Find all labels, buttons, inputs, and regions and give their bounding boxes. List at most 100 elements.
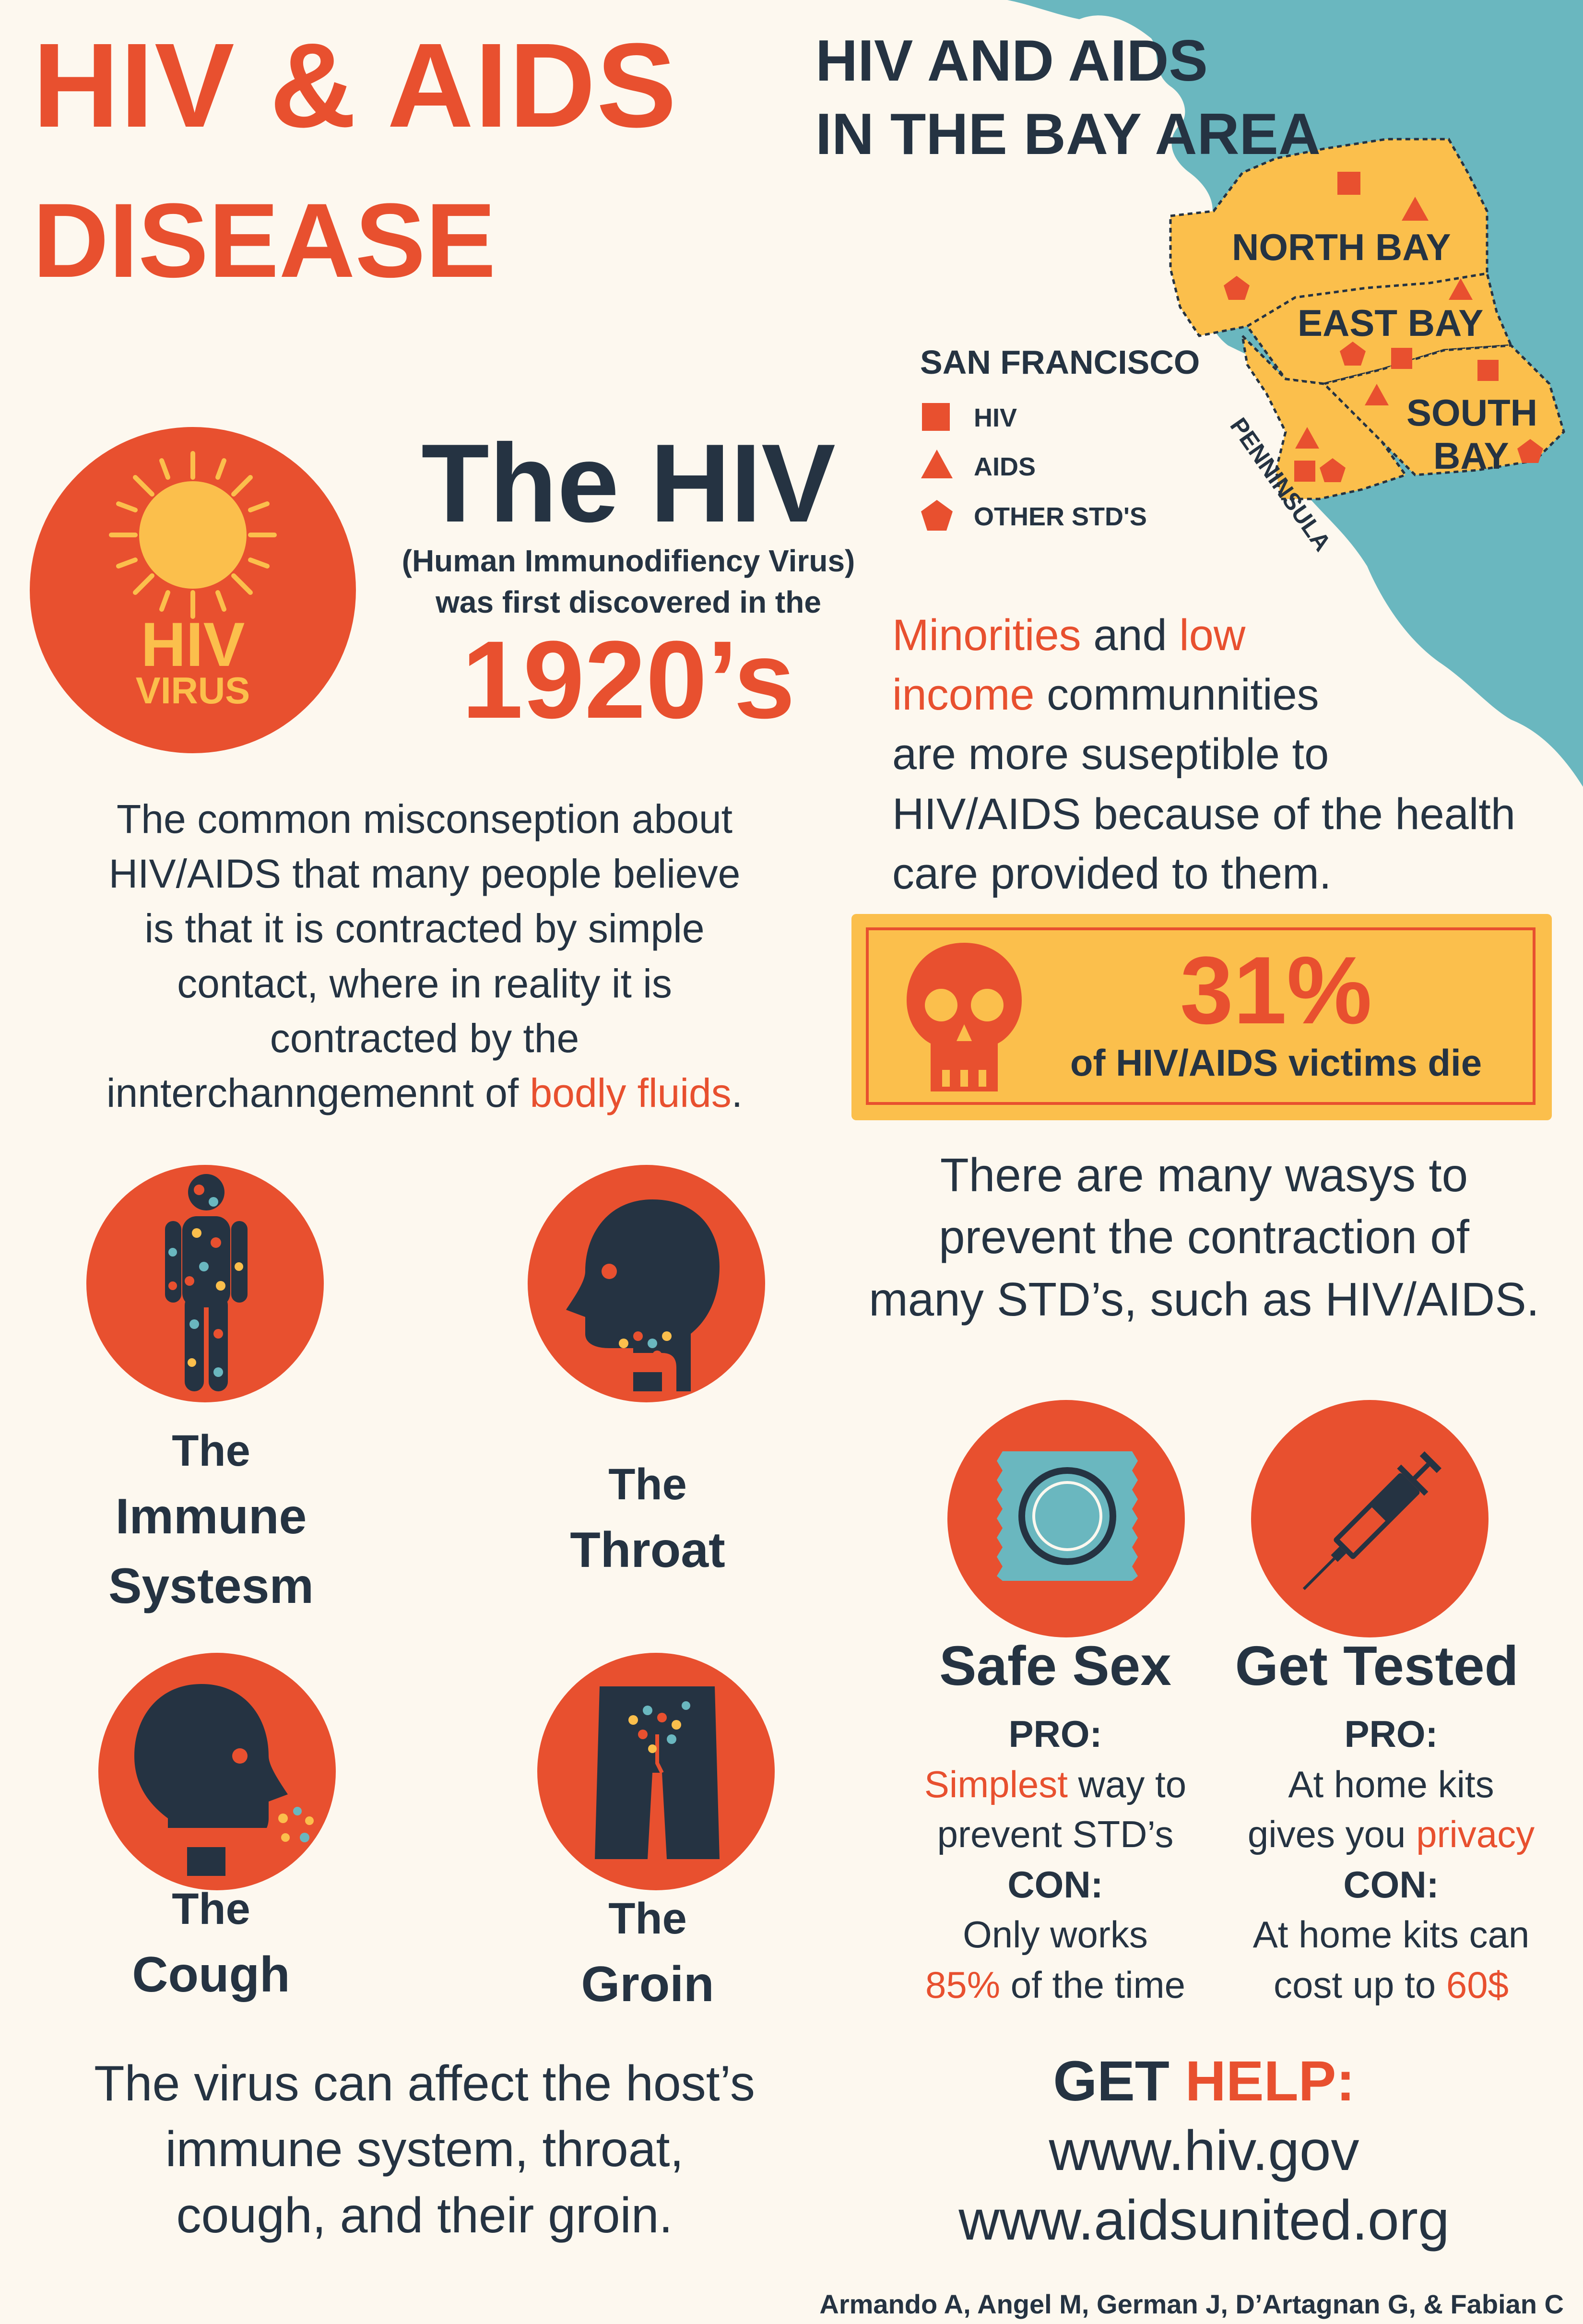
- region-label-east-bay: EAST BAY: [1298, 302, 1484, 344]
- misconception-period: .: [731, 1070, 743, 1116]
- throat-label: The Throat: [504, 1454, 792, 1585]
- hiv-marker: [1477, 360, 1499, 381]
- sun-icon: [109, 451, 277, 619]
- immune-label: The Immune Systesm: [67, 1420, 355, 1622]
- minorities-and: and: [1081, 611, 1180, 660]
- badge-hiv-label: HIV: [141, 609, 245, 679]
- cough-label: The Cough: [67, 1878, 355, 2010]
- map-title: HIV AND AIDS IN THE BAY AREA: [815, 24, 1321, 170]
- safe-sex-con: CON:: [1007, 1863, 1103, 1906]
- hiv-discovered: was first discovered in the: [436, 585, 821, 619]
- get-tested-con: CON:: [1343, 1863, 1439, 1906]
- throat-the: The: [608, 1460, 687, 1509]
- immune-the: The: [172, 1426, 250, 1475]
- low-word: low: [1179, 611, 1246, 660]
- safe-sex-con-a: Only works: [963, 1913, 1148, 1956]
- cough-line1: Cough: [132, 1946, 290, 2003]
- misconception-line5: contracted by the: [270, 1015, 579, 1061]
- minorities-paragraph: Minorities and low income communnities a…: [892, 605, 1564, 903]
- hiv-heading: The HIV: [421, 421, 836, 545]
- std-marker: [1320, 458, 1346, 482]
- safe-sex-details: PRO: Simplest way to prevent STD’s CON: …: [897, 1709, 1214, 2010]
- misconception-line3: is that it is contracted by simple: [144, 906, 705, 951]
- hiv-year: 1920’s: [461, 618, 795, 741]
- body-icon: [165, 1174, 248, 1391]
- cost-60-text: 60$: [1446, 1963, 1509, 2006]
- hiv-gov-link[interactable]: www.hiv.gov: [1049, 2119, 1359, 2182]
- simplest-text: Simplest: [924, 1763, 1068, 1805]
- pentagon-icon: [921, 500, 953, 531]
- prevent-line3: many STD’s, such as HIV/AIDS.: [869, 1272, 1539, 1326]
- std-marker: [1340, 342, 1366, 366]
- aids-marker: [1295, 427, 1319, 449]
- get-help-heading: GET HELP:: [863, 2049, 1545, 2114]
- percent-85-text: 85%: [925, 1963, 1001, 2006]
- region-label-north-bay: NORTH BAY: [1232, 226, 1451, 268]
- groin-label: The Groin: [504, 1888, 792, 2019]
- triangle-icon: [921, 450, 953, 478]
- north-bay-region: [1169, 138, 1488, 337]
- aids-marker: [1402, 197, 1429, 221]
- help-word: HELP:: [1185, 2050, 1355, 2113]
- minorities-line4: HIV/AIDS because of the health: [892, 789, 1516, 839]
- get-tested-pro-b: gives you: [1247, 1813, 1417, 1856]
- get-tested-title: Get Tested: [1235, 1635, 1519, 1697]
- prevent-line1: There are many wasys to: [940, 1149, 1468, 1201]
- region-label-san-francisco: SAN FRANCISCO: [920, 344, 1200, 381]
- syringe-icon: [1302, 1451, 1441, 1590]
- credits: Armando A, Angel M, German J, D’Artagnan…: [819, 2289, 1564, 2319]
- hiv-subtitle: (Human Immunodifiency Virus): [402, 544, 855, 578]
- groin-line1: Groin: [581, 1956, 714, 2012]
- summary-line2: immune system, throat,: [165, 2122, 684, 2178]
- misconception-line1: The common misconseption about: [117, 796, 732, 842]
- prevent-line2: prevent the contraction of: [939, 1210, 1469, 1264]
- get-tested-con-b: cost up to: [1273, 1963, 1446, 2006]
- summary-line1: The virus can affect the host’s: [94, 2056, 755, 2111]
- get-tested-pro-a: At home kits: [1288, 1763, 1494, 1805]
- safe-sex-title: Safe Sex: [939, 1635, 1171, 1697]
- region-label-bay: BAY: [1433, 435, 1509, 477]
- stat-box-inner: [866, 927, 1536, 1105]
- cough-head-icon: [134, 1684, 318, 1876]
- income-word: income: [892, 670, 1035, 720]
- bodily-fluids-text: bodly fluids: [530, 1070, 732, 1116]
- prevent-paragraph: There are many wasys to prevent the cont…: [835, 1144, 1573, 1330]
- aids-marker: [1365, 384, 1389, 405]
- std-marker: [1224, 276, 1250, 300]
- condom-icon: [997, 1451, 1138, 1581]
- hiv-marker: [1294, 461, 1315, 482]
- minorities-line5: care provided to them.: [892, 849, 1332, 898]
- square-icon: [922, 403, 950, 431]
- stat-value: 31%: [1180, 937, 1372, 1044]
- minorities-word: Minorities: [892, 611, 1081, 660]
- misconception-line6a: innterchanngemennt of: [106, 1070, 530, 1116]
- get-tested-details: PRO: At home kits gives you privacy CON:…: [1214, 1709, 1569, 2010]
- legend-label-aids: AIDS: [974, 452, 1036, 481]
- misconception-paragraph: The common misconseption about HIV/AIDS …: [19, 792, 830, 1120]
- safe-sex-pro: PRO:: [1008, 1713, 1102, 1755]
- get-tested-pro: PRO:: [1344, 1713, 1438, 1755]
- affects-summary: The virus can affect the host’s immune s…: [19, 2051, 830, 2249]
- legend-label-hiv: HIV: [974, 403, 1017, 432]
- main-title-line2: DISEASE: [33, 181, 496, 299]
- immune-line1: Immune: [115, 1488, 307, 1544]
- throat-head-icon: [566, 1199, 720, 1391]
- stat-label: of HIV/AIDS victims die: [1070, 1042, 1482, 1084]
- get-word: GET: [1053, 2050, 1185, 2113]
- safe-sex-pro-c: prevent STD’s: [937, 1813, 1174, 1856]
- hiv-marker: [1391, 348, 1412, 369]
- aids-marker: [1449, 278, 1473, 300]
- peninsula-region: [1240, 332, 1408, 500]
- throat-line1: Throat: [570, 1522, 725, 1578]
- minorities-line3: are more suseptible to: [892, 730, 1329, 779]
- legend-label-other: OTHER STD'S: [974, 502, 1147, 531]
- summary-line3: cough, and their groin.: [176, 2187, 673, 2243]
- map-title-line1: HIV AND AIDS: [815, 28, 1208, 93]
- groin-icon: [595, 1686, 720, 1859]
- aidsunited-link[interactable]: www.aidsunited.org: [958, 2189, 1450, 2252]
- groin-the: The: [608, 1894, 687, 1943]
- immune-line2: Systesm: [108, 1558, 314, 1614]
- safe-sex-con-c: of the time: [1000, 1963, 1185, 2006]
